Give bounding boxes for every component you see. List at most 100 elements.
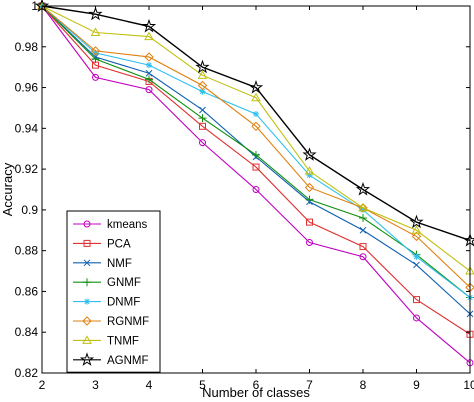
y-tick-label: 0.92	[15, 162, 39, 176]
data-point-rgnmf	[411, 231, 422, 242]
data-point-kmeans	[306, 239, 313, 247]
legend-label: TNMF	[107, 335, 139, 347]
data-point-agnmf	[302, 147, 317, 161]
data-point-rgnmf	[144, 52, 154, 62]
data-point-gnmf	[198, 114, 207, 123]
legend-item-gnmf: GNMF	[73, 277, 141, 289]
x-tick-label: 5	[199, 378, 206, 392]
legend-marker-pca	[83, 239, 91, 247]
data-point-pca	[199, 122, 206, 130]
legend-label: PCA	[107, 238, 131, 250]
x-tick-label: 2	[39, 378, 46, 392]
legend-item-agnmf: AGNMF	[73, 352, 149, 367]
data-point-dnmf	[306, 172, 313, 179]
data-point-pca	[359, 243, 367, 251]
y-axis-label: Accuracy	[0, 162, 15, 216]
legend-item-kmeans: kmeans	[73, 219, 148, 231]
legend-marker-kmeans	[83, 220, 91, 228]
data-point-dnmf	[146, 62, 152, 69]
series-line-agnmf	[41, 5, 471, 242]
data-point-tnmf	[304, 166, 315, 175]
data-point-gnmf	[145, 75, 153, 84]
legend-marker-nmf	[83, 259, 91, 267]
data-point-dnmf	[413, 253, 420, 260]
data-point-tnmf	[144, 31, 154, 41]
data-point-agnmf	[248, 80, 264, 94]
data-point-gnmf	[359, 214, 367, 223]
data-point-gnmf	[305, 195, 314, 204]
data-point-kmeans	[252, 186, 260, 193]
legend-label: NMF	[107, 258, 132, 270]
data-point-kmeans	[145, 86, 153, 94]
y-tick-label: 0.98	[15, 40, 39, 54]
legend-item-pca: PCA	[73, 238, 131, 250]
x-tick-label: 9	[413, 378, 420, 392]
data-point-tnmf	[90, 27, 101, 37]
data-point-gnmf	[252, 150, 260, 159]
data-point-kmeans	[92, 73, 99, 81]
data-point-dnmf	[253, 111, 259, 118]
plot-marks	[34, 0, 474, 367]
series-line-tnmf	[41, 5, 471, 272]
data-point-agnmf	[409, 214, 424, 229]
series-line-rgnmf	[41, 5, 471, 288]
data-point-pca	[252, 163, 260, 171]
series-rgnmf	[37, 1, 474, 293]
legend-marker-rgnmf	[82, 316, 92, 326]
y-tick-label: 0.96	[15, 81, 39, 95]
data-point-pca	[413, 296, 420, 304]
data-point-dnmf	[92, 49, 99, 56]
legend-label: DNMF	[107, 297, 140, 309]
data-point-rgnmf	[90, 46, 101, 56]
data-point-dnmf	[360, 206, 366, 213]
legend: kmeans PCA NMF GNMF DNMF RGNMF TNMF AGNMF	[66, 210, 161, 373]
data-point-kmeans	[199, 139, 206, 147]
x-tick-label: 7	[306, 378, 313, 392]
legend-label: kmeans	[107, 219, 148, 231]
legend-label: RGNMF	[107, 316, 149, 328]
legend-marker-tnmf	[82, 335, 92, 344]
data-point-tnmf	[251, 92, 261, 102]
legend-label: AGNMF	[107, 355, 149, 367]
data-point-rgnmf	[197, 80, 208, 91]
data-point-nmf	[199, 106, 206, 114]
data-point-rgnmf	[251, 121, 261, 132]
data-point-nmf	[359, 226, 367, 234]
legend-marker-dnmf	[84, 298, 90, 305]
y-tick-label: 0.9	[21, 203, 38, 217]
y-tick-label: 0.88	[15, 244, 39, 258]
x-tick-label: 10	[463, 378, 474, 392]
y-tick-label: 0.94	[15, 121, 39, 135]
y-tick-label: 0.82	[15, 366, 39, 380]
x-tick-label: 6	[253, 378, 260, 392]
data-point-agnmf	[195, 59, 210, 74]
x-axis-label: Number of classes	[202, 385, 310, 400]
data-point-gnmf	[91, 55, 100, 64]
data-point-rgnmf	[304, 182, 315, 193]
data-point-agnmf	[141, 18, 157, 33]
axis-ticks: 2 3 4 5 6 7 8 9 10 0.82 0.84 0.86 0.88 0.9 0.92 0.94 0.9…	[15, 0, 474, 392]
legend-item-tnmf: TNMF	[73, 335, 139, 347]
data-point-kmeans	[413, 314, 420, 322]
series-tnmf	[37, 0, 474, 275]
data-point-tnmf	[197, 70, 208, 79]
y-tick-label: 0.84	[15, 325, 39, 339]
data-point-nmf	[145, 69, 153, 77]
data-point-tnmf	[411, 225, 422, 234]
data-point-tnmf	[358, 202, 368, 212]
legend-item-dnmf: DNMF	[73, 297, 140, 309]
series-line-kmeans	[41, 5, 471, 364]
legend-item-rgnmf: RGNMF	[73, 316, 149, 328]
x-tick-label: 3	[92, 378, 99, 392]
y-tick-label: 0.86	[15, 284, 39, 298]
data-point-pca	[306, 218, 313, 226]
data-point-dnmf	[199, 88, 206, 95]
series-line-pca	[41, 5, 471, 335]
legend-box	[66, 210, 161, 373]
legend-marker-agnmf	[79, 352, 95, 366]
data-point-agnmf	[88, 6, 103, 21]
data-point-kmeans	[359, 253, 367, 261]
x-tick-label: 4	[146, 378, 153, 392]
y-tick-label: 1	[31, 0, 38, 13]
